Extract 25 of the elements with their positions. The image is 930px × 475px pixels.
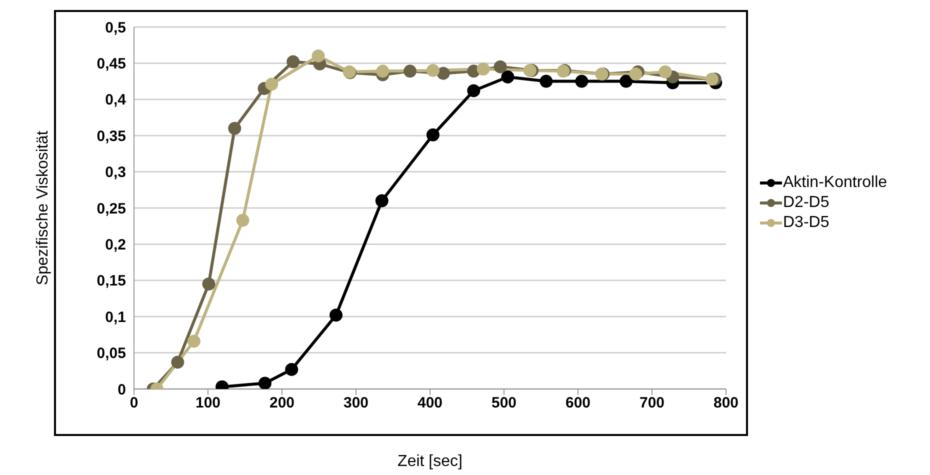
y-tick-label: 0,35 <box>96 128 126 145</box>
x-tick-label: 600 <box>565 394 591 412</box>
legend-label: D2-D5 <box>783 193 830 213</box>
x-tick-label: 500 <box>491 394 517 412</box>
x-tick-label: 300 <box>343 394 369 412</box>
x-tick-label: 400 <box>417 394 443 412</box>
y-tick-label: 0,2 <box>105 236 126 254</box>
x-tick-label: 700 <box>639 394 665 412</box>
y-tick-label: 0,15 <box>96 272 126 290</box>
x-tick-label: 800 <box>713 394 739 412</box>
y-tick-label: 0,3 <box>105 164 126 182</box>
x-axis-title: Zeit [sec] <box>398 453 462 470</box>
x-tick-label: 0 <box>130 394 138 412</box>
y-tick-label: 0,4 <box>105 92 127 109</box>
y-tick-label: 0,25 <box>96 200 126 218</box>
y-tick-label: 0,05 <box>96 345 126 362</box>
y-tick-label: 0 <box>118 381 126 398</box>
y-tick-label: 0,1 <box>105 308 126 326</box>
legend-label: Aktin-Kontrolle <box>783 173 888 193</box>
y-tick-label: 0,5 <box>105 19 126 36</box>
y-axis-title: Spezifische Viskosität <box>34 130 52 286</box>
x-tick-label: 100 <box>195 394 221 412</box>
x-tick-label: 200 <box>269 394 295 412</box>
legend-label: D3-D5 <box>783 213 830 233</box>
y-tick-label: 0,45 <box>96 56 126 73</box>
